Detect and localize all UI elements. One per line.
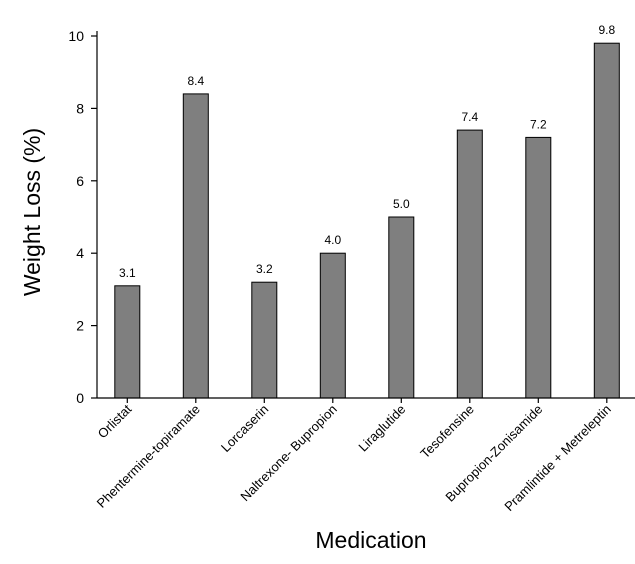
data-label-5: 5.0 bbox=[393, 197, 410, 211]
y-axis-title: Weight Loss (%) bbox=[19, 128, 45, 296]
bar-8 bbox=[593, 42, 620, 399]
data-label-1: 3.1 bbox=[119, 266, 136, 280]
bar-3 bbox=[251, 281, 278, 399]
data-label-2: 8.4 bbox=[187, 74, 204, 88]
y-tick-label-2: 2 bbox=[76, 318, 84, 334]
data-label-6: 7.4 bbox=[461, 110, 478, 124]
x-tick-label-3: Lorcaserin bbox=[218, 402, 272, 456]
axes-group bbox=[96, 31, 635, 399]
bar-5 bbox=[388, 216, 415, 399]
y-tick-label-0: 0 bbox=[76, 390, 84, 406]
y-tick-label-6: 6 bbox=[76, 173, 84, 189]
data-label-7: 7.2 bbox=[530, 117, 547, 131]
bar-1 bbox=[114, 285, 141, 399]
x-axis-title: Medication bbox=[315, 527, 426, 553]
y-tick-label-10: 10 bbox=[68, 28, 84, 44]
bars-group bbox=[114, 42, 620, 399]
bar-4 bbox=[319, 252, 346, 399]
data-label-4: 4.0 bbox=[324, 233, 341, 247]
data-label-8: 9.8 bbox=[598, 23, 615, 37]
y-tick-label-8: 8 bbox=[76, 100, 84, 116]
x-tick-label-5: Liraglutide bbox=[355, 402, 408, 455]
y-ticks-group: 0 2 4 6 8 10 bbox=[68, 28, 97, 406]
bar-6 bbox=[456, 129, 483, 399]
bar-7 bbox=[525, 136, 552, 399]
data-labels-group: 3.1 8.4 3.2 4.0 5.0 7.4 7.2 9.8 bbox=[119, 23, 616, 280]
x-tick-label-6: Tesofensine bbox=[417, 402, 477, 462]
bar-2 bbox=[182, 93, 209, 399]
y-tick-label-4: 4 bbox=[76, 245, 84, 261]
x-tick-label-1: Orlistat bbox=[95, 401, 135, 441]
data-label-3: 3.2 bbox=[256, 262, 273, 276]
